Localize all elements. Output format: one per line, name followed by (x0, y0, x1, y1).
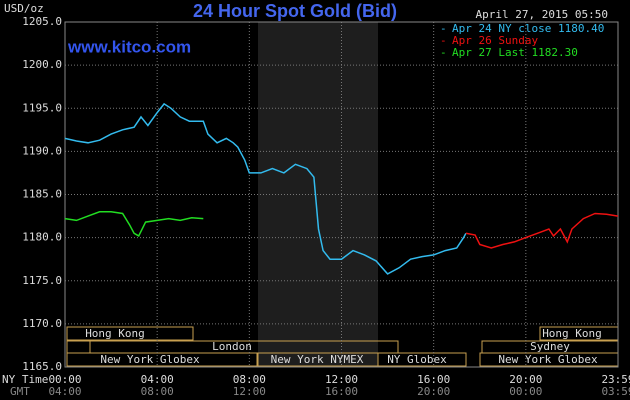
watermark: www.kitco.com (67, 37, 191, 56)
session-box (66, 326, 194, 341)
x-tick-label: 16:00 (417, 373, 450, 386)
timestamp: April 27, 2015 05:50 (476, 8, 608, 21)
series-line (465, 212, 619, 249)
legend-marker: - (440, 34, 447, 47)
session-box (66, 352, 258, 367)
legend-marker: - (440, 46, 447, 59)
chart-title: 24 Hour Spot Gold (Bid) (193, 1, 397, 21)
y-tick-label: 1195.0 (22, 101, 62, 114)
x2-tick-label: 03:59 (601, 385, 630, 398)
x2-tick-label: 08:00 (141, 385, 174, 398)
sessions: Hong Kong London New York Globex New Yor… (66, 326, 619, 367)
series-line (64, 211, 204, 237)
session-label: London (212, 340, 252, 353)
x2-tick-label: 20:00 (417, 385, 450, 398)
y-tick-label: 1200.0 (22, 58, 62, 71)
legend-label: Apr 27 Last 1182.30 (452, 46, 578, 59)
session-label: NY Globex (387, 353, 447, 366)
legend-label: Apr 24 NY close 1180.40 (452, 22, 604, 35)
legend-label: Apr 26 Sunday (452, 34, 538, 47)
session-label: New York Globex (100, 353, 200, 366)
y-tick-label: 1185.0 (22, 188, 62, 201)
y-tick-label: 1170.0 (22, 317, 62, 330)
x2-row-label: GMT (10, 385, 30, 398)
series-line (64, 102, 467, 275)
y-tick-label: 1165.0 (22, 360, 62, 373)
session-box (377, 352, 467, 367)
x2-tick-label: 12:00 (233, 385, 266, 398)
x-tick-label: 20:00 (509, 373, 542, 386)
x2-tick-label: 00:00 (509, 385, 542, 398)
x-tick-label: 08:00 (233, 373, 266, 386)
legend-marker: - (440, 22, 447, 35)
x-tick-label: 12:00 (325, 373, 358, 386)
y-tick-label: 1205.0 (22, 15, 62, 28)
y-tick-label: 1190.0 (22, 144, 62, 157)
y-axis-label: USD/oz (4, 2, 44, 15)
x-tick-label: 23:59 (601, 373, 630, 386)
x2-tick-label: 16:00 (325, 385, 358, 398)
y-tick-label: 1180.0 (22, 231, 62, 244)
session-label: Hong Kong (542, 327, 602, 340)
session-label: New York NYMEX (271, 353, 364, 366)
session-label: Hong Kong (85, 327, 145, 340)
y-tick-label: 1175.0 (22, 274, 62, 287)
plot-border (64, 21, 619, 368)
x-tick-label: 04:00 (141, 373, 174, 386)
session-label: Sydney (530, 340, 570, 353)
x-tick-label: 00:00 (48, 373, 81, 386)
x2-tick-label: 04:00 (48, 385, 81, 398)
session-label: New York Globex (498, 353, 598, 366)
x-row-label: NY Time (2, 373, 48, 386)
